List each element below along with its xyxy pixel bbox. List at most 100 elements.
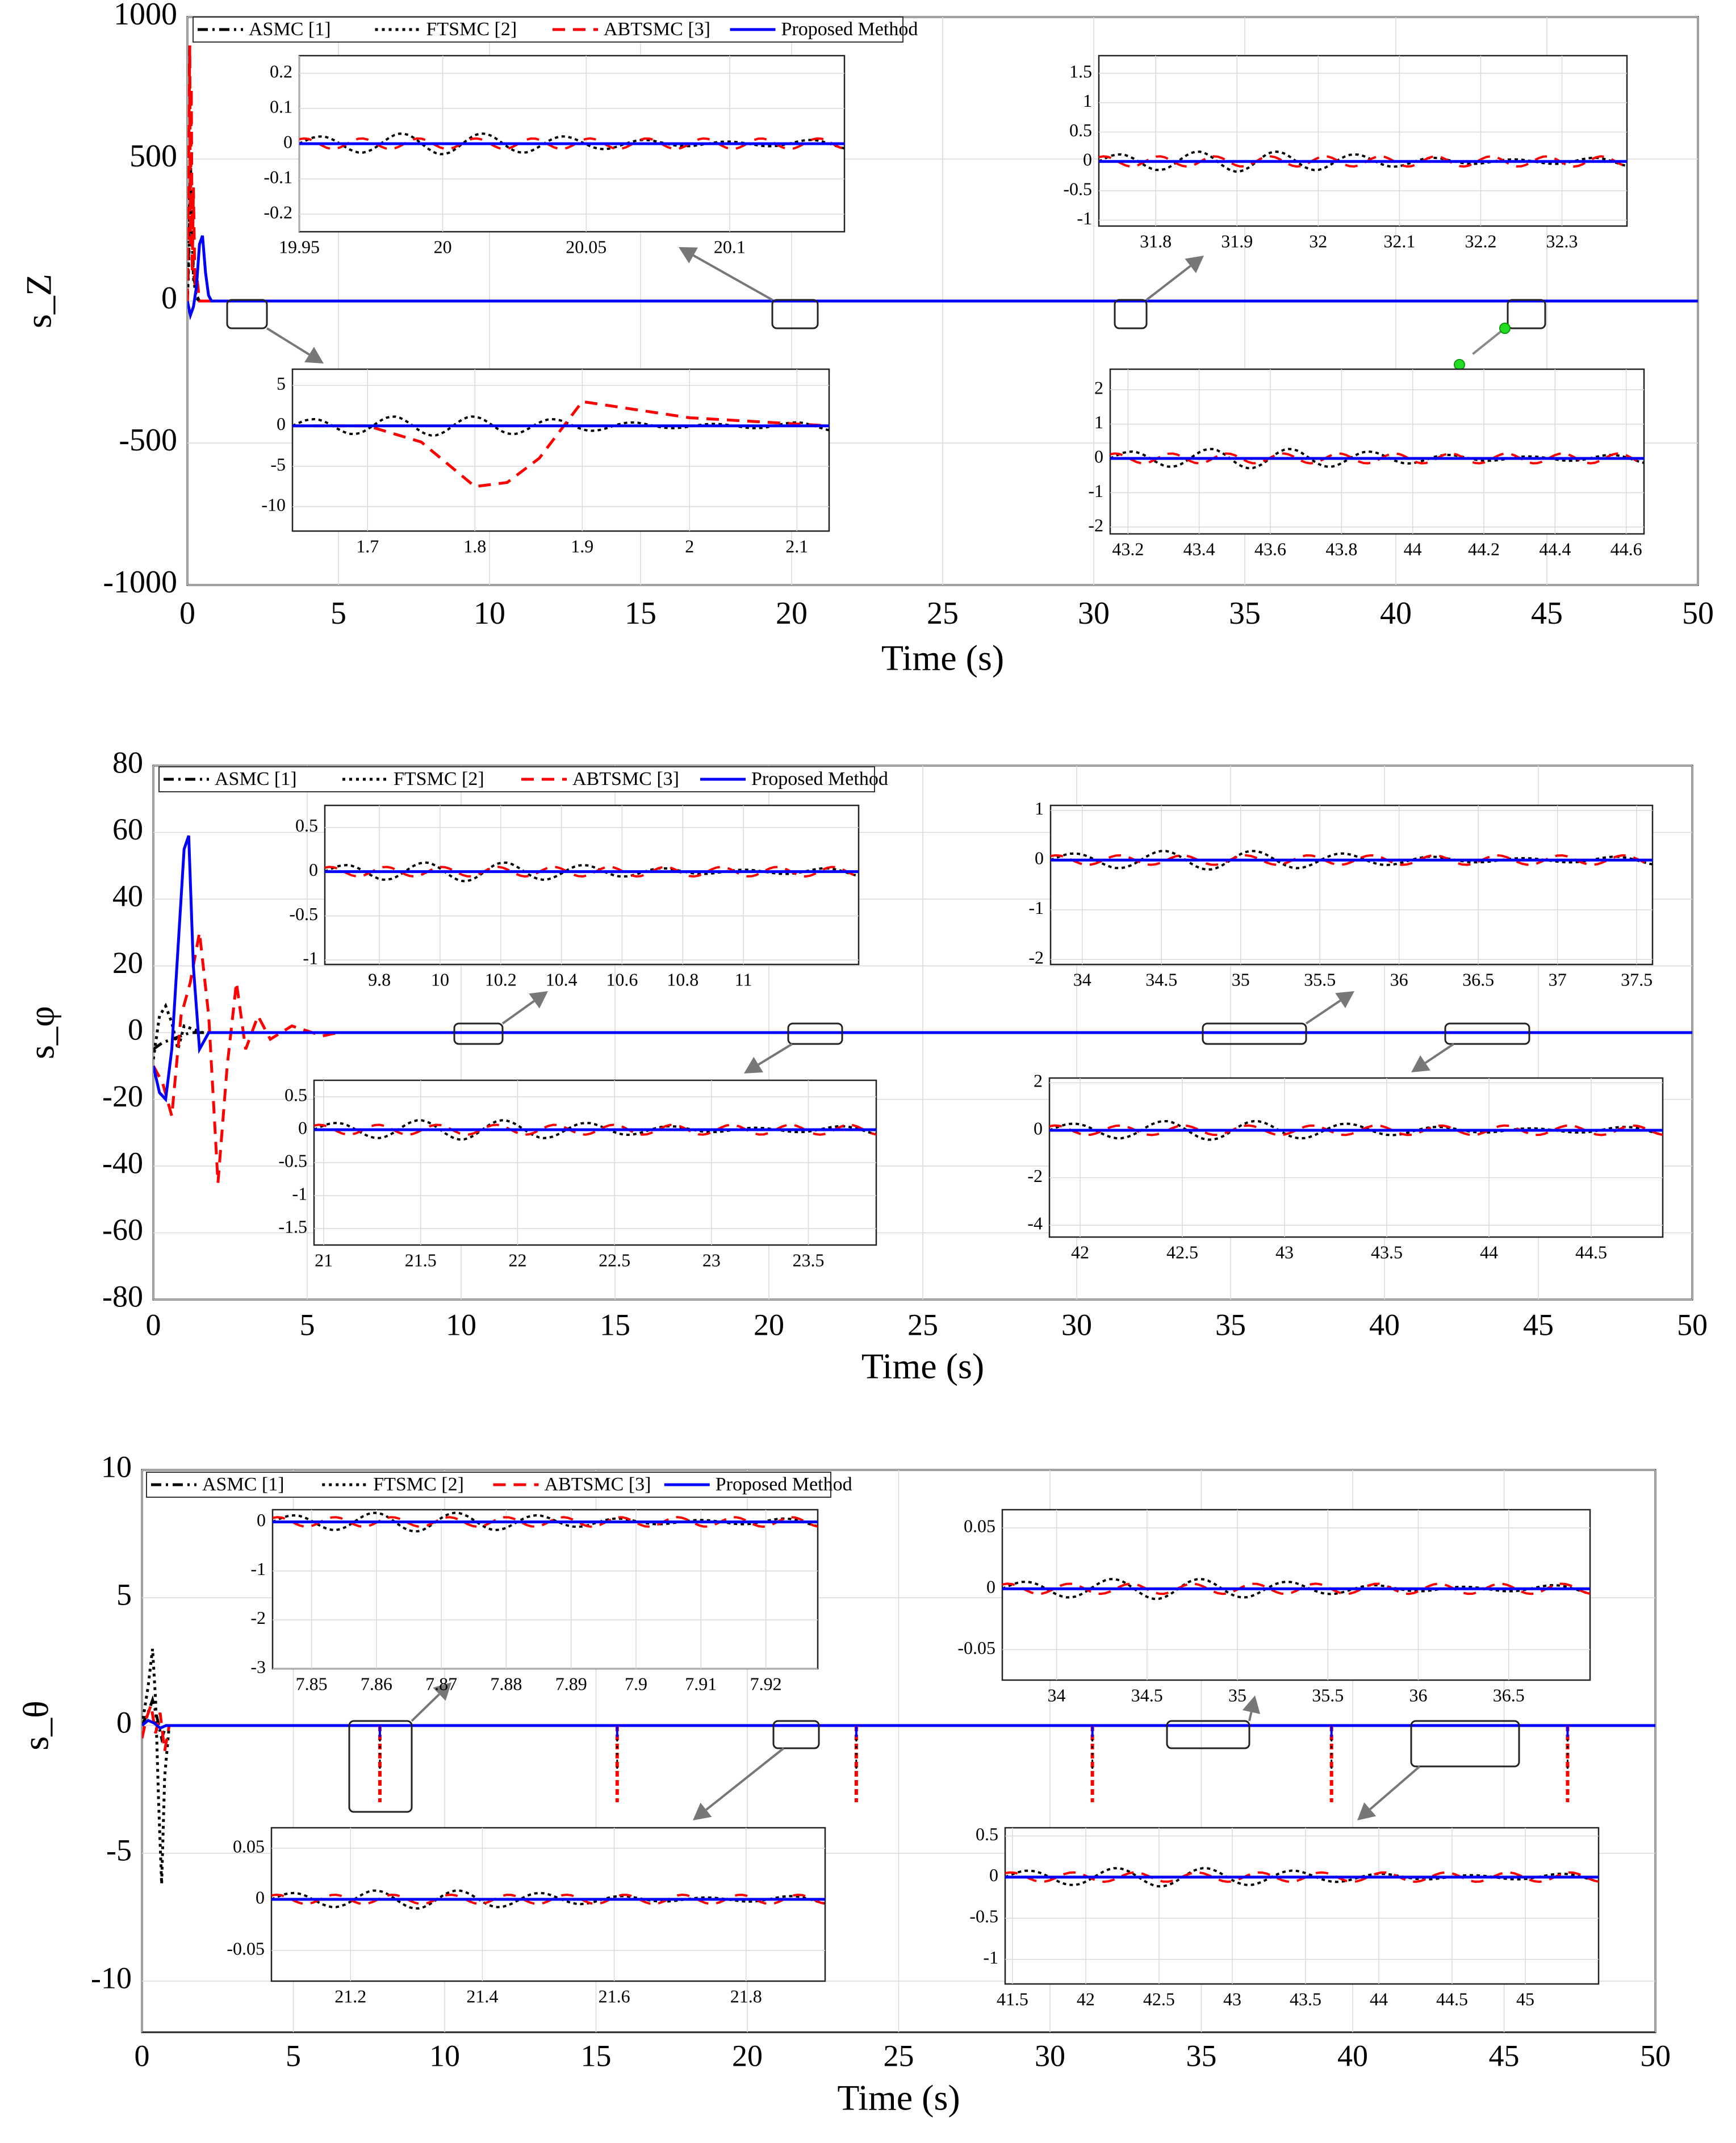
inset-x-tick-label: 43 <box>1275 1242 1294 1262</box>
zoom-arrowhead-3 <box>1357 1802 1377 1820</box>
x-tick-label: 35 <box>1229 596 1261 631</box>
inset-y-tick-label: -2 <box>1028 947 1044 968</box>
x-tick-label: 0 <box>179 596 195 631</box>
inset-y-tick-label: 0.5 <box>295 815 318 836</box>
zoom-arrowhead-2 <box>1242 1695 1261 1714</box>
x-tick-label: 40 <box>1369 1307 1400 1342</box>
inset-x-tick-label: 43.4 <box>1183 538 1215 559</box>
inset-series <box>1051 850 1653 871</box>
y-tick-label: -40 <box>102 1146 143 1180</box>
inset-frame <box>1049 804 1654 966</box>
inset-black-trace <box>325 861 859 883</box>
inset-x-tick-label: 43.8 <box>1325 538 1357 559</box>
x-tick-label: 45 <box>1489 2038 1520 2073</box>
y-axis-label: s_φ <box>22 1006 62 1059</box>
zoom-marker-2 <box>1202 1022 1307 1045</box>
x-tick-label: 50 <box>1677 1307 1708 1342</box>
inset-series <box>292 400 829 488</box>
inset-y-tick-label: -5 <box>270 454 286 474</box>
inset-y-tick-label: -0.05 <box>227 1938 265 1958</box>
inset-series <box>1002 1578 1590 1601</box>
inset-zoom-1: 7.85 7.86 7.87 7.88 7.89 7.9 7.91 7.92 -3 -2 -1 0 <box>250 1509 819 1694</box>
inset-y-tick-label: 1 <box>1035 798 1044 818</box>
y-tick-label: 40 <box>112 879 143 913</box>
zoom-arrowhead-0 <box>304 346 324 364</box>
y-tick-label: -500 <box>119 423 177 458</box>
inset-black-trace <box>1049 1119 1663 1141</box>
inset-series <box>271 1889 825 1910</box>
inset-x-tick-label: 44 <box>1480 1242 1498 1262</box>
zoom-marker-1 <box>771 299 819 329</box>
zoom-marker-1 <box>787 1022 843 1045</box>
inset-zoom-4: 41.5 42 42.5 43 43.5 44 44.5 45 -1 -0.5 0 0.5 <box>969 1824 1600 2009</box>
x-tick-label: 25 <box>927 596 959 631</box>
inset-y-tick-label: -0.5 <box>278 1150 307 1171</box>
zoom-marker-3 <box>1507 299 1546 329</box>
inset-x-tick-label: 20.1 <box>714 236 746 257</box>
inset-x-tick-label: 2.1 <box>785 536 808 556</box>
inset-y-tick-label: 0.05 <box>233 1836 265 1856</box>
x-tick-label: 10 <box>474 596 505 631</box>
inset-y-tick-label: -4 <box>1027 1213 1043 1233</box>
zoom-marker-1 <box>772 1720 820 1749</box>
inset-y-tick-label: 2 <box>1094 378 1103 398</box>
zoom-marker-0 <box>226 299 268 329</box>
inset-x-tick-label: 36.5 <box>1493 1685 1525 1705</box>
inset-y-tick-label: 0 <box>1034 1118 1043 1138</box>
series-group <box>187 45 1698 321</box>
inset-x-tick-label: 44.6 <box>1610 538 1642 559</box>
x-tick-label: 20 <box>776 596 808 631</box>
inset-y-tick-label: 0 <box>1083 149 1092 170</box>
inset-x-tick-label: 42 <box>1077 1989 1095 2009</box>
y-axis-label: s_Z <box>19 274 59 328</box>
inset-series <box>299 132 844 156</box>
inset-x-tick-label: 32.3 <box>1546 231 1578 251</box>
x-tick-label: 35 <box>1215 1307 1246 1342</box>
inset-y-tick-label: -1 <box>1077 208 1092 228</box>
inset-x-tick-label: 23 <box>702 1250 721 1270</box>
inset-x-tick-label: 35.5 <box>1304 969 1336 989</box>
zoom-marker-2 <box>1166 1720 1250 1749</box>
legend-entry-0: ASMC [1] <box>215 768 297 789</box>
x-tick-label: 30 <box>1078 596 1110 631</box>
zoom-arrow-1 <box>758 1043 793 1066</box>
inset-red-trace <box>1002 1582 1590 1595</box>
series-group <box>142 1648 1655 1885</box>
inset-x-tick-label: 42.5 <box>1143 1989 1175 2009</box>
inset-x-tick-label: 7.92 <box>750 1673 782 1694</box>
inset-x-tick-label: 21.5 <box>405 1250 437 1270</box>
inset-x-tick-label: 7.87 <box>425 1673 457 1694</box>
inset-x-tick-label: 42.5 <box>1166 1242 1198 1262</box>
legend-entry-3: Proposed Method <box>751 768 888 789</box>
inset-y-tick-label: 0.1 <box>270 96 292 116</box>
zoom-arrowhead-2 <box>1335 991 1354 1008</box>
x-tick-label: 5 <box>286 2038 301 2073</box>
inset-series <box>1110 448 1644 470</box>
inset-y-tick-label: -0.5 <box>1063 178 1092 199</box>
inset-zoom-2: 34 34.5 35 35.5 36 36.5 -0.05 0 0.05 <box>957 1509 1591 1705</box>
zoom-arrowhead-1 <box>679 247 698 264</box>
x-tick-label: 50 <box>1682 596 1714 631</box>
inset-red-trace <box>1099 155 1627 168</box>
series-line-2 <box>187 45 1698 303</box>
legend-entry-0: ASMC [1] <box>249 19 331 40</box>
inset-y-tick-label: 1 <box>1094 412 1103 432</box>
y-tick-label: -1000 <box>103 565 177 600</box>
inset-y-tick-label: 5 <box>277 373 286 394</box>
inset-y-tick-label: -1 <box>250 1559 266 1579</box>
x-tick-label: 20 <box>732 2038 763 2073</box>
inset-x-tick-label: 7.91 <box>685 1673 717 1694</box>
inset-x-tick-label: 43.6 <box>1254 538 1286 559</box>
y-tick-label: 10 <box>101 1449 132 1484</box>
x-tick-label: 45 <box>1531 596 1563 631</box>
inset-x-tick-label: 7.85 <box>296 1673 328 1694</box>
inset-y-tick-label: -1 <box>292 1183 307 1204</box>
legend-entry-1: FTSMC [2] <box>394 768 484 789</box>
inset-x-tick-label: 1.7 <box>356 536 379 556</box>
inset-x-tick-label: 31.8 <box>1140 231 1172 251</box>
legend-entry-1: FTSMC [2] <box>373 1474 464 1495</box>
inset-x-tick-label: 43.5 <box>1290 1989 1321 2009</box>
inset-series <box>325 861 859 883</box>
y-tick-label: 80 <box>112 745 143 779</box>
legend: ASMC [1] FTSMC [2] ABTSMC [3] Proposed Meth… <box>146 1472 852 1498</box>
